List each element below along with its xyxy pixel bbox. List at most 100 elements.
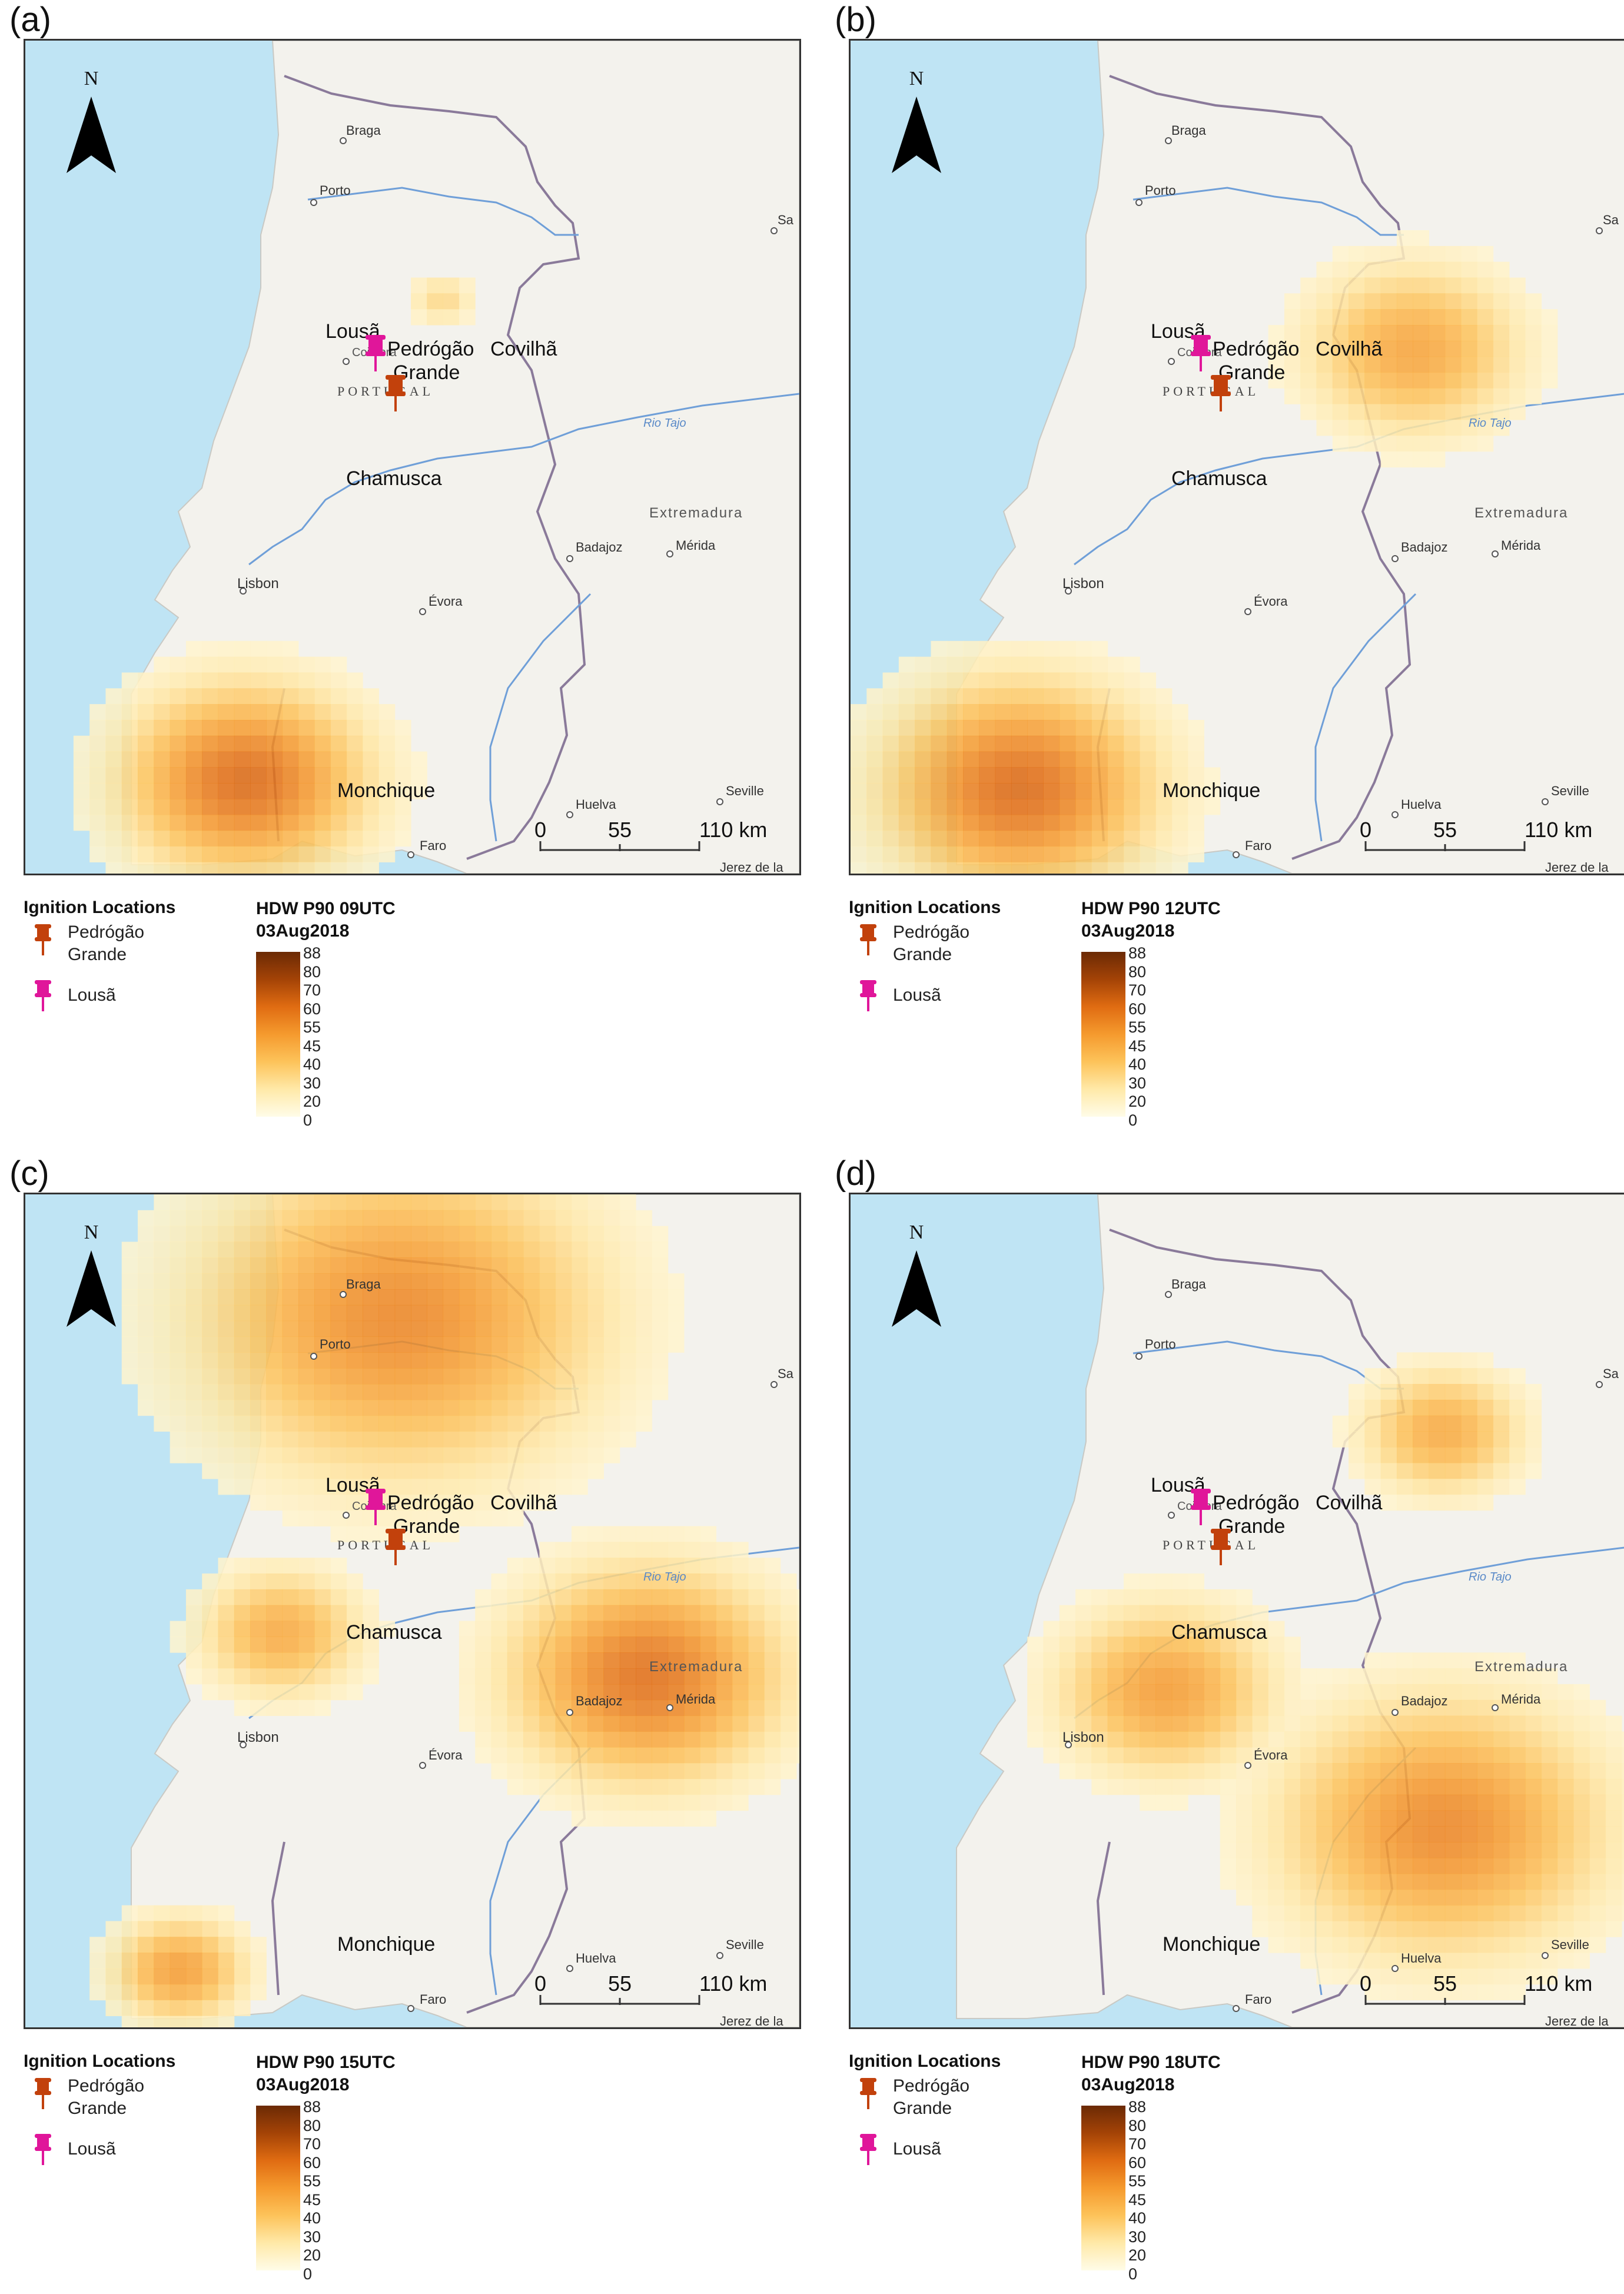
heat-cell xyxy=(603,1794,620,1811)
heat-cell xyxy=(105,704,122,721)
heat-cell xyxy=(1429,1731,1446,1748)
heat-cell xyxy=(1509,1778,1526,1795)
heat-cell xyxy=(218,1352,235,1369)
heat-cell xyxy=(946,735,964,752)
pin-lousa xyxy=(366,335,386,371)
heat-cell xyxy=(282,1558,299,1574)
heat-cell xyxy=(475,1605,491,1622)
heat-cell xyxy=(523,1194,540,1211)
heat-cell xyxy=(346,1621,363,1637)
heat-cell xyxy=(1429,1763,1446,1780)
heat-cell xyxy=(363,1352,379,1369)
heat-cell xyxy=(459,1431,476,1448)
legend-pedrogao-label-1: Pedrógão xyxy=(68,2076,145,2096)
heat-cell xyxy=(1541,1921,1558,1937)
north-label: N xyxy=(84,68,99,89)
place-portugal: PORTUGAL xyxy=(337,384,434,399)
heat-cell xyxy=(636,1384,652,1400)
heat-cell xyxy=(1188,1715,1204,1732)
heat-cell xyxy=(89,783,106,799)
heat-cell xyxy=(185,1210,202,1227)
heat-cell xyxy=(1444,356,1462,373)
heat-cell xyxy=(1477,1778,1494,1795)
heat-cell xyxy=(234,688,251,705)
heat-cell xyxy=(764,1636,781,1653)
scale-label-0: 0 xyxy=(534,1971,546,1996)
heat-cell xyxy=(1557,1747,1574,1764)
heat-cell xyxy=(915,862,931,874)
heat-cell xyxy=(748,1715,765,1732)
heat-cell xyxy=(346,1320,363,1337)
heat-cell xyxy=(1429,1889,1446,1906)
heat-cell xyxy=(314,1289,331,1306)
ramp-tick: 40 xyxy=(1128,1055,1147,1074)
heat-cell xyxy=(851,751,867,768)
heat-cell xyxy=(218,719,235,736)
heat-cell xyxy=(121,783,138,799)
heat-cell xyxy=(1429,1810,1446,1827)
heat-cell xyxy=(1461,1684,1477,1701)
heat-cell xyxy=(363,1652,379,1669)
heat-cell xyxy=(667,1621,685,1637)
heat-cell xyxy=(587,1289,605,1306)
heat-cell xyxy=(346,704,363,721)
heat-cell xyxy=(121,704,138,721)
heat-cell xyxy=(218,830,235,847)
heat-cell xyxy=(1316,1747,1333,1764)
heat-cell xyxy=(1155,735,1173,752)
heat-cell xyxy=(1140,1573,1157,1590)
place-huelva: Huelva xyxy=(566,797,616,818)
heat-cell xyxy=(1091,656,1108,673)
heat-cell xyxy=(1444,1447,1462,1463)
heat-cell xyxy=(1429,1715,1446,1732)
heat-cell xyxy=(234,1257,251,1274)
heat-cell xyxy=(1268,356,1285,373)
heat-cell xyxy=(1300,325,1317,341)
heat-cell xyxy=(683,1763,700,1780)
place-merida: Mérida xyxy=(1492,538,1541,557)
heat-cell xyxy=(250,1463,267,1479)
heat-cell xyxy=(314,1257,331,1274)
heat-cell xyxy=(394,767,411,784)
heat-cell xyxy=(1252,1699,1269,1717)
place-braga: Braga xyxy=(1165,1277,1206,1298)
heat-cell xyxy=(314,1352,331,1369)
heat-cell xyxy=(1557,1905,1574,1921)
place-lisbon: Lisbon xyxy=(1062,576,1104,595)
heat-cell xyxy=(1364,1778,1381,1795)
heat-cell xyxy=(652,1241,669,1258)
heat-cell xyxy=(202,846,219,862)
legend: Ignition Locations Pedrógão Grande Lousã… xyxy=(849,2051,1623,2287)
heat-cell xyxy=(1380,1384,1397,1400)
heat-cell xyxy=(1284,1652,1301,1669)
scale-bar: 0 55 110 km xyxy=(1360,818,1592,851)
heat-cell xyxy=(411,1289,427,1306)
heat-cell xyxy=(346,862,363,874)
heat-cell xyxy=(1557,1684,1574,1701)
heat-cell xyxy=(636,1763,652,1780)
heat-cell xyxy=(314,1479,331,1495)
heat-cell xyxy=(1461,1921,1477,1937)
heat-cell xyxy=(1396,1858,1413,1874)
heat-cell xyxy=(619,1605,636,1622)
place-faro: Faro xyxy=(1233,1992,1271,2012)
heat-cell xyxy=(138,1905,154,1921)
heat-cell xyxy=(250,1368,267,1385)
heat-cell xyxy=(1429,435,1446,452)
heat-cell xyxy=(700,1526,717,1542)
place-evora: Évora xyxy=(1244,594,1288,615)
heat-cell xyxy=(250,688,267,705)
heat-cell xyxy=(89,846,106,862)
heat-cell xyxy=(1509,388,1526,404)
heat-cell xyxy=(1316,1794,1333,1811)
heat-cell xyxy=(1123,1731,1140,1748)
heat-cell xyxy=(555,1731,572,1748)
heat-cell xyxy=(1444,1384,1462,1400)
ramp-tick: 40 xyxy=(303,2209,321,2227)
heat-cell xyxy=(1589,1731,1606,1748)
heat-cell xyxy=(946,830,964,847)
heat-cell xyxy=(378,1463,396,1479)
heat-cell xyxy=(1429,1937,1446,1953)
heat-cell xyxy=(683,1715,700,1732)
heat-cell xyxy=(459,293,476,310)
